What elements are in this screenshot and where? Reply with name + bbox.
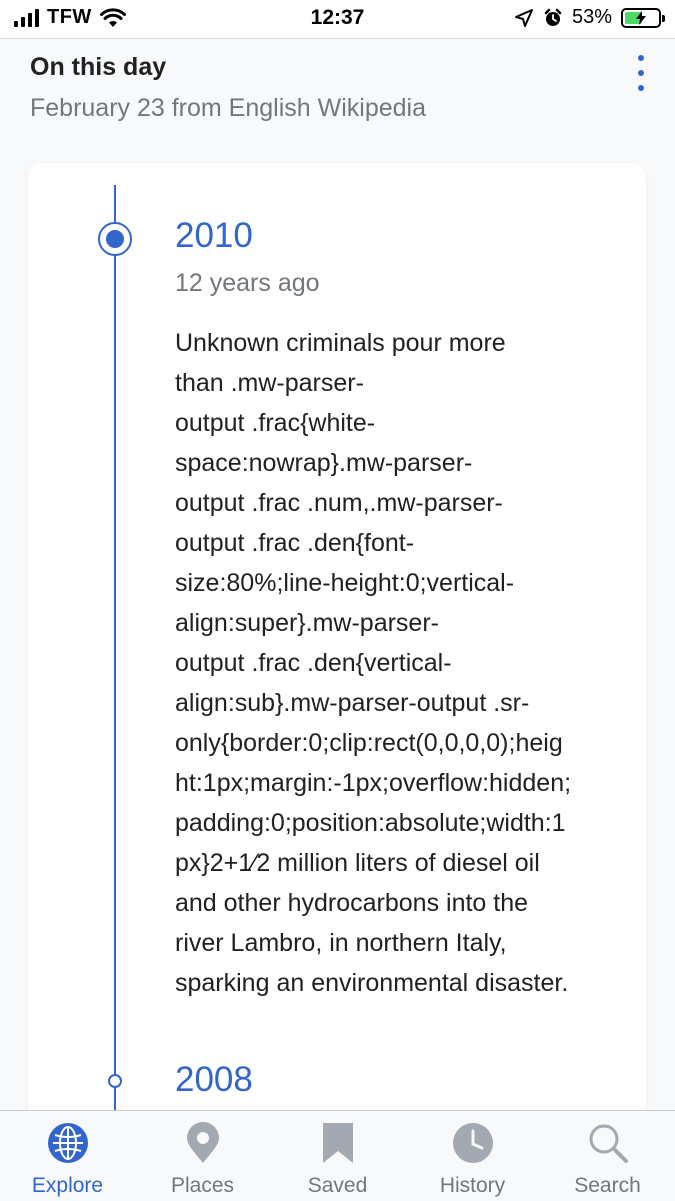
tab-bar: Explore Places Saved History Search (0, 1110, 675, 1201)
wifi-icon (99, 7, 126, 27)
bolt-icon (636, 10, 646, 25)
event-year[interactable]: 2008 (175, 1060, 253, 1099)
signal-icon (14, 8, 39, 27)
location-icon (514, 8, 533, 27)
status-bar: TFW 12:37 53% (0, 0, 675, 38)
timeline-dot-selected (98, 222, 132, 256)
clock-time: 12:37 (310, 6, 365, 29)
tab-label: Places (170, 1174, 235, 1197)
globe-icon (47, 1123, 88, 1163)
tab-places[interactable]: Places (135, 1111, 270, 1201)
bookmark-icon (322, 1123, 353, 1163)
more-vertical-icon[interactable] (631, 55, 651, 91)
battery-charging-icon (621, 7, 665, 28)
battery-cap (662, 14, 665, 22)
status-right: 53% (514, 6, 665, 29)
event-description: Unknown criminals pour more than .mw-par… (175, 329, 572, 997)
battery-percent: 53% (571, 6, 612, 28)
section-subtitle: February 23 from English Wikipedia (30, 94, 426, 122)
section-header: On this day February 23 from English Wik… (0, 38, 675, 149)
alarm-icon (544, 8, 562, 26)
tab-history[interactable]: History (405, 1111, 540, 1201)
tab-label: Saved (307, 1174, 368, 1197)
timeline-dot (108, 1074, 122, 1088)
event-years-ago: 12 years ago (175, 269, 320, 297)
tab-saved[interactable]: Saved (270, 1111, 405, 1201)
map-pin-icon (186, 1122, 219, 1163)
tab-label: History (439, 1174, 506, 1197)
search-icon (589, 1124, 628, 1163)
on-this-day-card[interactable]: 2010 12 years ago Unknown criminals pour… (28, 163, 646, 1165)
status-left: TFW (14, 6, 126, 29)
event-year[interactable]: 2010 (175, 216, 253, 255)
tab-label: Search (574, 1174, 641, 1197)
tab-label: Explore (31, 1174, 104, 1197)
section-title: On this day (30, 53, 167, 81)
carrier-label: TFW (47, 6, 92, 28)
timeline-line (114, 185, 116, 1165)
clock-icon (452, 1123, 493, 1163)
tab-search[interactable]: Search (540, 1111, 675, 1201)
battery-fill (625, 11, 642, 24)
tab-explore[interactable]: Explore (0, 1111, 135, 1201)
